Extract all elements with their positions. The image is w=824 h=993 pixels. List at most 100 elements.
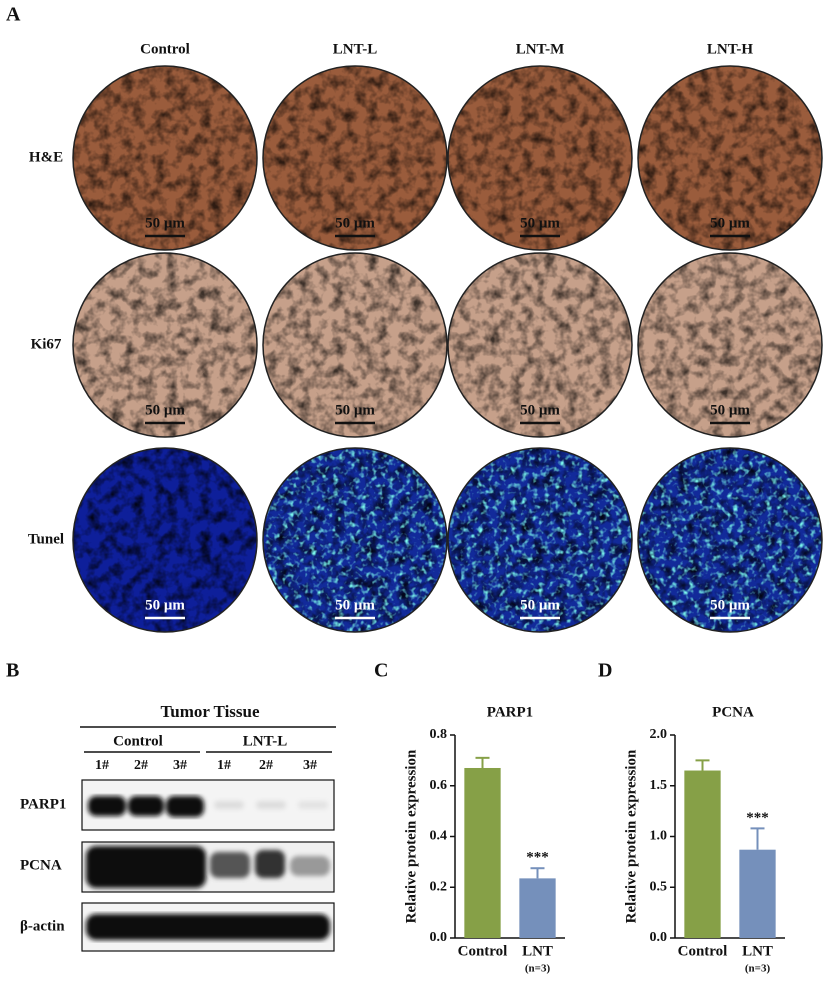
error-bar [475,756,490,768]
scale-bar-label: 50 μm [145,215,185,231]
column-header: LNT-M [516,41,565,57]
outline [72,252,258,438]
chart-title: PCNA [712,704,754,720]
outline [262,252,448,438]
signal [638,448,822,632]
micrograph [638,448,822,632]
signal [263,448,447,632]
micrograph [448,448,632,632]
row-label: H&E [29,149,63,165]
y-tick-label: 0.5 [650,879,668,894]
group-label: LNT-L [243,733,287,749]
bands [86,914,330,940]
error-bar [695,759,710,771]
bands [86,846,330,888]
y-tick-label: 1.5 [650,778,668,793]
bar [519,878,556,938]
panel-label: A [6,4,21,26]
y-tick-label: 1.0 [650,829,668,844]
y-tick-label: 2.0 [650,727,668,742]
micrograph [73,253,257,437]
texture [73,448,257,632]
outline [447,447,633,633]
significance: *** [746,810,769,826]
outline [637,447,823,633]
scale-bar-label: 50 μm [520,597,560,613]
y-tick-label: 0.6 [430,778,448,793]
lane-label: 1# [217,758,231,773]
texture [638,253,822,437]
group-label: Control [113,733,163,749]
scale-bar-label: 50 μm [520,215,560,231]
significance: *** [526,850,549,866]
outline [262,65,448,251]
lane-label: 2# [259,758,273,773]
y-axis-label: Relative protein expression [403,749,419,923]
lane-label: 3# [303,758,317,773]
blot-label: PARP1 [20,796,66,812]
micrograph [263,253,447,437]
scale-bar-label: 50 μm [710,215,750,231]
bar [684,770,721,938]
micrograph [263,448,447,632]
outline [72,447,258,633]
micrograph [448,253,632,437]
error-bar [750,827,765,850]
scale-bar-label: 50 μm [710,597,750,613]
sample-size: (n=3) [745,963,771,975]
y-tick-label: 0.2 [430,879,448,894]
y-axis-label: Relative protein expression [623,749,639,923]
row-label: Tunel [28,531,64,547]
scale-bar-label: 50 μm [520,402,560,418]
scale-bar-label: 50 μm [710,402,750,418]
y-tick-label: 0.8 [430,727,448,742]
bar [739,849,776,938]
outline [637,252,823,438]
texture [638,66,822,250]
panel-label: B [6,660,19,682]
column-header: Control [140,41,190,57]
micrograph [638,253,822,437]
y-tick-label: 0.4 [430,829,448,844]
micrograph [263,66,447,250]
texture [263,253,447,437]
panel-label: D [598,660,612,682]
texture [263,66,447,250]
texture [73,253,257,437]
panel-label: C [374,660,388,682]
lane-label: 3# [173,758,187,773]
texture [448,66,632,250]
outline [447,65,633,251]
texture [73,66,257,250]
blot-label: β-actin [20,918,65,934]
outline [72,65,258,251]
micrograph [73,448,257,632]
scale-bar-label: 50 μm [145,402,185,418]
row-label: Ki67 [31,336,62,352]
bar [464,767,501,938]
outline [447,252,633,438]
signal [448,448,632,632]
outline [262,447,448,633]
scale-bar-label: 50 μm [335,402,375,418]
lane-label: 2# [134,758,148,773]
sample-size: (n=3) [525,963,551,975]
outline [637,65,823,251]
scale-bar-label: 50 μm [145,597,185,613]
column-header: LNT-H [707,41,753,57]
blot-title: Tumor Tissue [160,702,260,721]
chart-title: PARP1 [487,704,533,720]
blot-label: PCNA [20,857,62,873]
micrograph [638,66,822,250]
micrograph [448,66,632,250]
error-bar [530,867,545,879]
texture [448,253,632,437]
scale-bar-label: 50 μm [335,215,375,231]
y-tick-label: 0.0 [650,930,668,945]
lane-label: 1# [95,758,109,773]
x-tick-label: LNT [742,943,773,959]
scale-bar-label: 50 μm [335,597,375,613]
column-header: LNT-L [333,41,377,57]
y-tick-label: 0.0 [430,930,448,945]
